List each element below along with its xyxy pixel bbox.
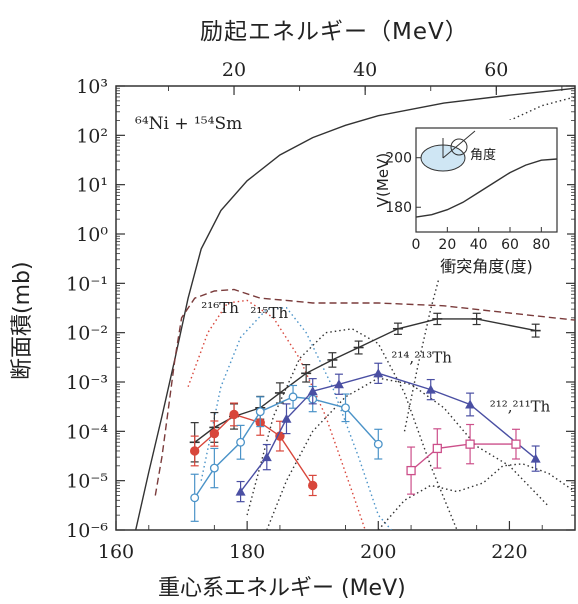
series-line bbox=[194, 396, 379, 499]
inset-annotation: 角度 bbox=[470, 147, 496, 163]
theory-curve-216Th-dotted bbox=[187, 299, 366, 530]
theory-curve-bottom-dotted bbox=[377, 463, 575, 530]
inset-x-tick-label: 0 bbox=[412, 237, 421, 253]
x-tick-label: 180 bbox=[229, 541, 265, 563]
y-tick-label: 10¹ bbox=[76, 175, 108, 197]
data-point bbox=[465, 399, 476, 409]
inset-x-tick-label: 40 bbox=[470, 237, 488, 253]
data-point bbox=[261, 452, 272, 462]
series-3 bbox=[235, 362, 541, 503]
y-axis-label: 断面積(mb) bbox=[10, 261, 35, 380]
data-point bbox=[373, 439, 383, 449]
data-point bbox=[281, 413, 292, 423]
top-tick-label: 60 bbox=[484, 59, 508, 81]
data-point bbox=[209, 463, 219, 473]
theory-curve-xn-dashed bbox=[154, 288, 575, 496]
data-series bbox=[189, 312, 541, 522]
x-axis-label: 重心系エネルギー (MeV) bbox=[158, 576, 406, 601]
angle-line bbox=[442, 130, 476, 159]
data-point bbox=[373, 368, 384, 378]
y-tick-label: 10⁰ bbox=[76, 224, 108, 246]
x-tick-label: 160 bbox=[98, 541, 134, 563]
y-tick-label: 10³ bbox=[76, 76, 108, 98]
y-tick-label: 10⁻⁵ bbox=[66, 471, 108, 493]
top-axis-label: 励起エネルギー（MeV） bbox=[200, 19, 469, 45]
inset-y-tick-label: 180 bbox=[385, 200, 412, 216]
inset-background bbox=[372, 120, 567, 280]
theory-curve-212Th-dotted bbox=[266, 377, 550, 530]
data-point bbox=[406, 465, 416, 476]
series-4 bbox=[406, 423, 521, 495]
y-tick-label: 10⁻⁴ bbox=[66, 421, 108, 443]
series-line bbox=[410, 443, 516, 472]
data-point bbox=[209, 428, 220, 439]
data-point bbox=[333, 379, 344, 389]
y-tick-label: 10² bbox=[76, 125, 108, 147]
series-label: ²¹⁴,²¹³Th bbox=[391, 348, 452, 366]
x-tick-label: 220 bbox=[491, 541, 527, 563]
series-line bbox=[240, 372, 537, 493]
series-labels: ²¹⁶Th ²¹⁵Th ²¹⁴,²¹³Th ²¹²,²¹¹Th bbox=[201, 299, 550, 416]
y-tick-label: 10⁻¹ bbox=[66, 273, 108, 295]
series-label: ²¹⁵Th bbox=[250, 304, 288, 322]
projectile-circle bbox=[450, 138, 468, 156]
data-point bbox=[307, 386, 318, 396]
y-tick-label: 10⁻⁶ bbox=[66, 520, 108, 542]
inset-x-tick-label: 80 bbox=[532, 237, 550, 253]
theory-curve-fission-dotted bbox=[403, 96, 575, 432]
inset-y-label: V(MeV) bbox=[374, 153, 392, 207]
data-point bbox=[235, 486, 246, 496]
data-point bbox=[530, 453, 541, 463]
series-1 bbox=[189, 402, 318, 497]
inset-y-tick-label: 200 bbox=[385, 151, 412, 167]
data-point bbox=[341, 403, 350, 413]
data-point bbox=[229, 409, 239, 420]
inset-frame bbox=[415, 127, 558, 233]
theory-curve-215Th-dotted bbox=[200, 306, 392, 530]
data-point bbox=[432, 443, 442, 454]
top-tick-label: 20 bbox=[222, 59, 246, 81]
data-point bbox=[308, 480, 318, 491]
data-point bbox=[190, 493, 200, 503]
data-point bbox=[425, 384, 436, 394]
inset-x-label: 衝突角度(度) bbox=[440, 257, 533, 276]
series-2 bbox=[190, 384, 383, 522]
series-line bbox=[194, 318, 536, 443]
theory-curve-total bbox=[135, 87, 575, 530]
y-tick-label: 10⁻³ bbox=[66, 372, 108, 394]
inset-curve bbox=[415, 158, 558, 218]
series-label: ²¹²,²¹¹Th bbox=[490, 398, 551, 416]
series-label: ²¹⁶Th bbox=[201, 299, 239, 317]
data-point bbox=[511, 439, 521, 449]
data-point bbox=[288, 392, 298, 402]
data-point bbox=[255, 407, 265, 417]
inset-x-tick-label: 20 bbox=[438, 237, 456, 253]
reaction-label: ⁶⁴Ni + ¹⁵⁴Sm bbox=[135, 114, 243, 134]
inset-x-tick-label: 60 bbox=[501, 237, 519, 253]
data-point bbox=[189, 446, 200, 456]
theory-curves bbox=[135, 87, 575, 530]
x-tick-label: 200 bbox=[360, 541, 396, 563]
data-point bbox=[236, 437, 246, 447]
plot-frame: 10⁻⁶ 10⁻⁵ 10⁻⁴ 10⁻³ 10⁻² 10⁻¹ 10⁰ 10¹ 10² 10³ 160 1… bbox=[66, 59, 576, 563]
data-point bbox=[465, 439, 475, 449]
y-tick-label: 10⁻² bbox=[66, 323, 108, 345]
top-tick-label: 40 bbox=[353, 59, 377, 81]
